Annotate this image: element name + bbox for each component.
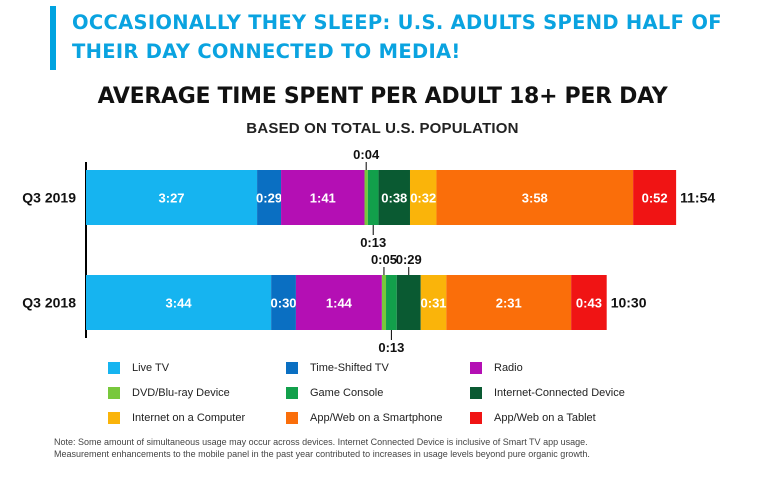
data-label-time-shifted-tv-q3-2018: 0:30 — [271, 296, 297, 311]
bar-radio-q3-2018 — [295, 275, 382, 330]
bar-dvd-blu-ray-device-q3-2019 — [364, 170, 368, 225]
legend-label-live-tv: Live TV — [132, 362, 170, 374]
legend-item-game-console: Game Console — [286, 387, 383, 399]
bar-radio-q3-2019 — [281, 170, 365, 225]
legend-swatch-game-console — [286, 387, 298, 399]
data-label-game-console-q3-2018: 0:13 — [378, 340, 404, 355]
data-label-radio-q3-2019: 1:41 — [310, 191, 336, 206]
data-label-game-console-q3-2019: 0:13 — [360, 235, 386, 250]
bar-time-shifted-tv-q3-2019 — [257, 170, 282, 225]
bar-internet-connected-device-q3-2019 — [378, 170, 410, 225]
bar-game-console-q3-2019 — [367, 170, 379, 225]
legend-swatch-time-shifted-tv — [286, 362, 298, 374]
category-label-q3-2019: Q3 2019 — [22, 190, 76, 206]
bar-internet-on-a-computer-q3-2019 — [409, 170, 437, 225]
data-label-internet-connected-device-q3-2019: 0:38 — [381, 191, 407, 206]
legend-item-live-tv: Live TV — [108, 362, 169, 374]
chart-title: Average time spent per adult 18+ per day — [97, 84, 668, 109]
bar-app-web-on-a-smartphone-q3-2019 — [436, 170, 634, 225]
legend-label-game-console: Game Console — [310, 387, 384, 399]
headline: Occasionally they sleep: U.S. adults spe… — [72, 11, 722, 63]
bar-app-web-on-a-tablet-q3-2018 — [571, 275, 607, 330]
legend-label-app-web-on-a-smartphone: App/Web on a Smartphone — [310, 412, 443, 424]
legend-item-internet-on-a-computer: Internet on a Computer — [108, 412, 245, 424]
data-label-app-web-on-a-tablet-q3-2018: 0:43 — [576, 296, 602, 311]
bar-live-tv-q3-2018 — [86, 275, 272, 330]
data-label-time-shifted-tv-q3-2019: 0:29 — [256, 191, 282, 206]
data-label-dvd-blu-ray-device-q3-2019: 0:04 — [353, 147, 380, 162]
legend-swatch-internet-connected-device — [470, 387, 482, 399]
footnote-line-2: Measurement enhancements to the mobile p… — [54, 449, 590, 459]
stacked-bar-chart: Q3 2019 3:27 0:29 1:41 0:04 0:13 0:38 0:32 3:58 0… — [22, 147, 715, 355]
data-label-dvd-blu-ray-device-q3-2018: 0:05 — [371, 252, 397, 267]
legend-label-dvd-blu-ray-device: DVD/Blu-ray Device — [132, 387, 230, 399]
legend-item-radio: Radio — [470, 362, 523, 374]
bar-dvd-blu-ray-device-q3-2018 — [381, 275, 387, 330]
category-label-q3-2018: Q3 2018 — [22, 295, 76, 311]
legend-item-app-web-on-a-smartphone: App/Web on a Smartphone — [286, 412, 443, 424]
legend-label-internet-on-a-computer: Internet on a Computer — [132, 412, 246, 424]
bar-internet-on-a-computer-q3-2018 — [420, 275, 447, 330]
footnote: Note: Some amount of simultaneous usage … — [54, 436, 754, 460]
data-label-live-tv-q3-2018: 3:44 — [166, 296, 193, 311]
data-label-internet-connected-device-q3-2018: 0:29 — [396, 252, 422, 267]
legend-label-internet-connected-device: Internet-Connected Device — [494, 387, 625, 399]
legend-swatch-internet-on-a-computer — [108, 412, 120, 424]
bar-app-web-on-a-smartphone-q3-2018 — [446, 275, 572, 330]
data-label-internet-on-a-computer-q3-2019: 0:32 — [410, 191, 436, 206]
legend-swatch-app-web-on-a-tablet — [470, 412, 482, 424]
total-label-q3-2018: 10:30 — [611, 295, 647, 311]
legend-swatch-radio — [470, 362, 482, 374]
chart-legend: Live TV Time-Shifted TV Radio DVD/Blu-ray D… — [108, 362, 668, 428]
legend-label-app-web-on-a-tablet: App/Web on a Tablet — [494, 412, 596, 424]
bar-time-shifted-tv-q3-2018 — [271, 275, 296, 330]
data-label-internet-on-a-computer-q3-2018: 0:31 — [421, 296, 447, 311]
bar-game-console-q3-2018 — [386, 275, 397, 330]
headline-accent-bar — [50, 6, 56, 70]
bar-app-web-on-a-tablet-q3-2019 — [633, 170, 677, 225]
data-label-app-web-on-a-smartphone-q3-2019: 3:58 — [522, 191, 548, 206]
legend-item-internet-connected-device: Internet-Connected Device — [470, 387, 625, 399]
legend-item-time-shifted-tv: Time-Shifted TV — [286, 362, 389, 374]
data-label-radio-q3-2018: 1:44 — [326, 296, 353, 311]
legend-swatch-live-tv — [108, 362, 120, 374]
legend-swatch-dvd-blu-ray-device — [108, 387, 120, 399]
total-label-q3-2019: 11:54 — [680, 190, 715, 206]
data-label-live-tv-q3-2019: 3:27 — [159, 191, 185, 206]
chart-subtitle: Based on total U.S. population — [246, 120, 519, 137]
bar-live-tv-q3-2019 — [86, 170, 258, 225]
data-label-app-web-on-a-tablet-q3-2019: 0:52 — [642, 191, 668, 206]
legend-item-app-web-on-a-tablet: App/Web on a Tablet — [470, 412, 596, 424]
legend-label-time-shifted-tv: Time-Shifted TV — [310, 362, 389, 374]
legend-item-dvd-blu-ray-device: DVD/Blu-ray Device — [108, 387, 230, 399]
data-label-app-web-on-a-smartphone-q3-2018: 2:31 — [496, 296, 522, 311]
legend-swatch-app-web-on-a-smartphone — [286, 412, 298, 424]
legend-label-radio: Radio — [494, 362, 523, 374]
bar-internet-connected-device-q3-2018 — [396, 275, 421, 330]
footnote-line-1: Note: Some amount of simultaneous usage … — [54, 437, 588, 447]
